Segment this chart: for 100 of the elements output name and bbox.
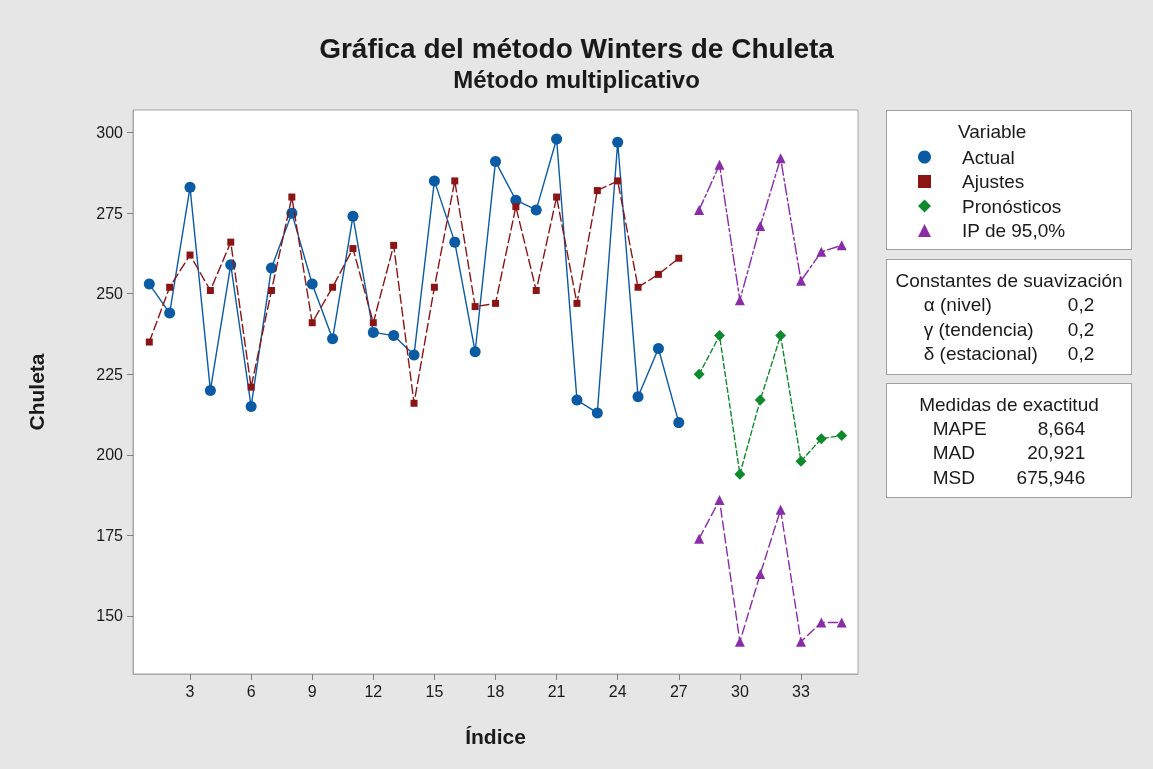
point (614, 177, 622, 185)
y-tick-label: 300 (96, 124, 124, 142)
point (267, 286, 275, 294)
point (652, 342, 664, 354)
point (775, 153, 786, 164)
point (184, 181, 196, 193)
y-tick-label: 150 (96, 607, 124, 625)
point (349, 245, 357, 253)
point (714, 330, 726, 342)
point (512, 203, 520, 211)
x-tick-label: 24 (608, 682, 627, 700)
point (327, 333, 339, 345)
point (306, 278, 318, 290)
point (654, 270, 662, 278)
point (145, 338, 153, 346)
point (492, 299, 499, 307)
point (693, 368, 705, 380)
point (530, 204, 542, 216)
point (836, 617, 847, 628)
info-panel: Medidas de exactitud MAPE 8,664 MAD 20,921 MSD 675,946 (886, 382, 1132, 498)
point (593, 187, 601, 195)
point (675, 254, 683, 262)
point (795, 275, 806, 286)
y-tick-label: 275 (96, 204, 124, 222)
point (329, 283, 337, 291)
point (836, 240, 847, 251)
x-tick-label: 6 (246, 682, 256, 700)
point (634, 283, 642, 291)
legend-title: Variable (958, 121, 1027, 143)
point (265, 262, 277, 274)
point (388, 330, 400, 342)
point (308, 319, 316, 327)
point (734, 295, 745, 306)
point (734, 636, 745, 647)
point (186, 251, 194, 259)
point (408, 349, 420, 361)
point (591, 407, 603, 419)
point (775, 504, 786, 515)
point (164, 307, 176, 319)
x-tick-label: 21 (547, 682, 566, 700)
x-tick-label: 27 (669, 682, 688, 700)
point (551, 133, 563, 145)
y-tick-label: 225 (96, 365, 124, 383)
point (166, 283, 174, 291)
point (714, 159, 725, 170)
point (816, 246, 827, 257)
legend-label: Actual (962, 146, 1015, 168)
x-tick-label: 30 (730, 682, 749, 700)
point (673, 417, 685, 429)
point (775, 330, 787, 342)
point (367, 326, 379, 338)
x-tick-label: 3 (185, 682, 195, 700)
point (347, 210, 359, 222)
y-tick-label: 200 (96, 446, 124, 464)
point (573, 299, 581, 307)
x-tick-label: 9 (307, 682, 317, 700)
point (532, 286, 540, 294)
point (143, 278, 155, 290)
point (612, 136, 624, 148)
point (227, 238, 235, 246)
point (469, 346, 481, 358)
y-axis-title: Chuleta (25, 353, 48, 431)
legend-label: Pronósticos (962, 195, 1062, 217)
legend-label: Ajustes (962, 171, 1025, 192)
point (245, 401, 257, 412)
x-tick-label: 18 (486, 682, 505, 700)
chart-title: Gráfica del método Winters de Chuleta (319, 32, 835, 64)
point (694, 533, 705, 544)
info-panel: Constantes de suavización α (nivel) 0,2 γ (tendencia) 0,2 δ (estacional) 0,2 (886, 259, 1132, 375)
point (553, 193, 561, 201)
point (428, 175, 440, 187)
point (410, 399, 418, 407)
point (734, 468, 746, 480)
x-tick-label: 33 (792, 682, 810, 700)
x-tick-label: 12 (364, 682, 383, 700)
point (795, 455, 807, 467)
x-axis-title: Índice (465, 725, 526, 748)
point (632, 391, 644, 403)
point (755, 569, 766, 580)
y-tick-label: 250 (96, 285, 124, 303)
point (369, 319, 377, 327)
point (795, 636, 806, 647)
point (390, 241, 398, 249)
point (204, 384, 216, 396)
point (490, 156, 501, 168)
x-tick-label: 15 (425, 682, 444, 700)
point (247, 383, 255, 391)
point (288, 193, 296, 201)
point (571, 394, 583, 406)
point (449, 236, 461, 248)
point (471, 303, 479, 311)
point (714, 494, 725, 505)
point (754, 394, 766, 406)
point (451, 177, 459, 185)
legend-label: IP de 95,0% (962, 220, 1066, 241)
chart-subtitle: Método multiplicativo (453, 65, 700, 93)
point (206, 286, 214, 294)
point (755, 221, 766, 232)
y-tick-label: 175 (96, 526, 124, 544)
point (815, 433, 827, 445)
